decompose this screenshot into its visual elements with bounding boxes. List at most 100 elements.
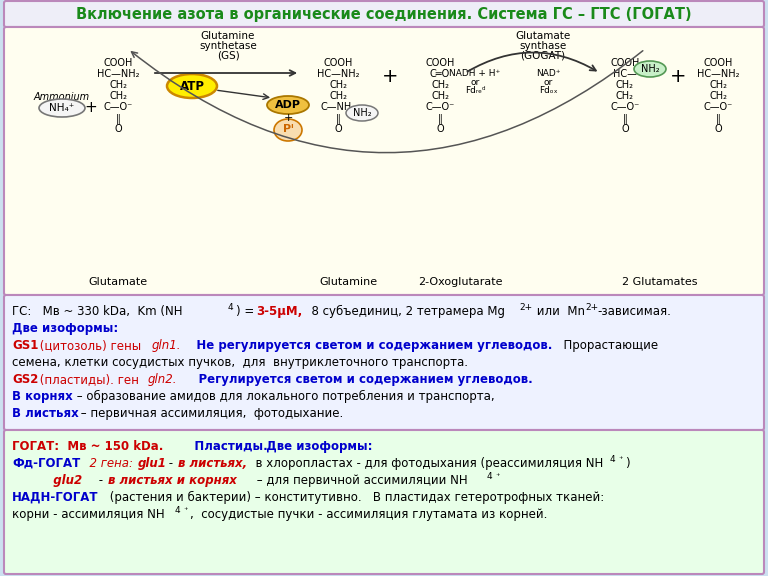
Text: Glutamate: Glutamate	[88, 277, 147, 287]
Text: C—O⁻: C—O⁻	[703, 102, 733, 112]
Text: C—O⁻: C—O⁻	[611, 102, 640, 112]
Text: Не регулируется светом и содержанием углеводов.: Не регулируется светом и содержанием угл…	[184, 339, 552, 352]
Text: GS1: GS1	[12, 339, 38, 352]
Text: ADP: ADP	[275, 100, 301, 110]
Text: ‖: ‖	[623, 113, 627, 123]
Text: 4: 4	[228, 303, 233, 312]
Text: В листьях: В листьях	[12, 407, 79, 420]
Text: ‖: ‖	[115, 113, 121, 123]
Text: -: -	[165, 457, 177, 470]
Text: 4: 4	[610, 455, 616, 464]
Text: CH₂: CH₂	[616, 91, 634, 101]
Text: COOH: COOH	[425, 58, 455, 68]
Text: (пластиды). ген: (пластиды). ген	[36, 373, 143, 386]
Text: НАДН-ГОГАТ: НАДН-ГОГАТ	[12, 491, 98, 504]
Text: ATP: ATP	[180, 79, 204, 93]
FancyBboxPatch shape	[4, 1, 764, 27]
Text: COOH: COOH	[323, 58, 353, 68]
Text: 2+: 2+	[519, 303, 532, 312]
Text: glu1: glu1	[138, 457, 167, 470]
Text: -зависимая.: -зависимая.	[597, 305, 671, 318]
Text: O: O	[621, 124, 629, 134]
Text: GS2: GS2	[12, 373, 38, 386]
Text: +: +	[283, 113, 293, 123]
Text: Fdₒₓ: Fdₒₓ	[538, 86, 558, 95]
Text: ГС:   Мв ~ 330 kDa,  Km (NH: ГС: Мв ~ 330 kDa, Km (NH	[12, 305, 183, 318]
Text: synthetase: synthetase	[199, 41, 257, 51]
Text: ‖: ‖	[438, 113, 442, 123]
Text: ⁺: ⁺	[495, 472, 499, 481]
FancyBboxPatch shape	[4, 27, 764, 295]
Text: Две изоформы:: Две изоформы:	[12, 322, 118, 335]
Text: ): )	[625, 457, 630, 470]
Ellipse shape	[167, 74, 217, 98]
Text: Glutamine: Glutamine	[200, 31, 255, 41]
Text: glu2: glu2	[12, 474, 82, 487]
Text: +: +	[382, 66, 399, 85]
Text: CH₂: CH₂	[329, 80, 347, 90]
Text: в листьях,: в листьях,	[178, 457, 247, 470]
Text: ‖: ‖	[716, 113, 720, 123]
Text: семена, клетки сосудистых пучков,  для  внутриклеточного транспорта.: семена, клетки сосудистых пучков, для вн…	[12, 356, 468, 369]
Text: COOH: COOH	[104, 58, 133, 68]
Text: Прорастающие: Прорастающие	[556, 339, 658, 352]
Text: HC—NH₂: HC—NH₂	[697, 69, 740, 79]
Text: O: O	[334, 124, 342, 134]
Text: Ammonium: Ammonium	[34, 92, 90, 102]
Text: 2-Oxoglutarate: 2-Oxoglutarate	[418, 277, 502, 287]
Text: C—NH₂: C—NH₂	[320, 102, 356, 112]
Text: CH₂: CH₂	[616, 80, 634, 90]
Text: – образование амидов для локального потребления и транспорта,: – образование амидов для локального потр…	[73, 390, 495, 403]
Ellipse shape	[267, 96, 309, 114]
Text: ⁺: ⁺	[183, 506, 187, 515]
Text: (GS): (GS)	[217, 51, 240, 61]
Text: NH₄⁺: NH₄⁺	[49, 103, 74, 113]
Text: ) =: ) =	[236, 305, 258, 318]
Text: ⁺: ⁺	[618, 455, 623, 464]
Text: CH₂: CH₂	[329, 91, 347, 101]
Text: CH₂: CH₂	[709, 80, 727, 90]
Text: (цитозоль) гены: (цитозоль) гены	[36, 339, 145, 352]
Text: Фд-ГОГАТ: Фд-ГОГАТ	[12, 457, 80, 470]
Text: 4: 4	[487, 472, 492, 481]
Text: CH₂: CH₂	[109, 91, 127, 101]
Text: (растения и бактерии) – конститутивно.   В пластидах гетеротрофных тканей:: (растения и бактерии) – конститутивно. В…	[106, 491, 604, 504]
Text: C—O⁻: C—O⁻	[425, 102, 455, 112]
Text: NH₂: NH₂	[641, 64, 659, 74]
Text: ,  сосудистые пучки - ассимиляция глутамата из корней.: , сосудистые пучки - ассимиляция глутама…	[190, 508, 548, 521]
Text: gln2.: gln2.	[148, 373, 177, 386]
FancyBboxPatch shape	[4, 430, 764, 574]
Text: Pᴵ: Pᴵ	[283, 124, 293, 134]
Ellipse shape	[634, 61, 666, 77]
Text: C═O: C═O	[430, 69, 450, 79]
Text: 2 гена:: 2 гена:	[82, 457, 137, 470]
Text: ГОГАТ:  Мв ~ 150 kDa.: ГОГАТ: Мв ~ 150 kDa.	[12, 440, 164, 453]
Text: в хлоропластах - для фотодыхания (реассимиляция NH: в хлоропластах - для фотодыхания (реасси…	[248, 457, 603, 470]
Text: корни - ассимиляция NH: корни - ассимиляция NH	[12, 508, 164, 521]
Text: Glutamate: Glutamate	[515, 31, 571, 41]
FancyBboxPatch shape	[4, 295, 764, 430]
Text: CH₂: CH₂	[109, 80, 127, 90]
Text: NAD⁺: NAD⁺	[536, 69, 560, 78]
Text: – для первичной ассимиляции NH: – для первичной ассимиляции NH	[253, 474, 468, 487]
Text: HC—NH₂: HC—NH₂	[97, 69, 139, 79]
Text: synthase: synthase	[519, 41, 567, 51]
Text: O: O	[114, 124, 122, 134]
Ellipse shape	[274, 119, 302, 141]
Text: Fdᵣₑᵈ: Fdᵣₑᵈ	[465, 86, 485, 95]
Text: Glutamine: Glutamine	[319, 277, 377, 287]
Text: gln1.: gln1.	[152, 339, 181, 352]
Text: -: -	[95, 474, 107, 487]
Text: 8 субъединиц, 2 тетрамера Mg: 8 субъединиц, 2 тетрамера Mg	[304, 305, 505, 318]
Text: Включение азота в органические соединения. Система ГС – ГТС (ГОГАТ): Включение азота в органические соединени…	[76, 6, 692, 21]
Text: Регулируется светом и содержанием углеводов.: Регулируется светом и содержанием углево…	[182, 373, 533, 386]
Text: NH₂: NH₂	[353, 108, 371, 118]
Text: в листьях и корнях: в листьях и корнях	[108, 474, 237, 487]
Text: O: O	[436, 124, 444, 134]
Text: 3-5μM,: 3-5μM,	[256, 305, 303, 318]
Text: or: or	[544, 78, 553, 87]
Text: Пластиды.: Пластиды.	[182, 440, 268, 453]
Text: C—O⁻: C—O⁻	[104, 102, 133, 112]
Text: 2+: 2+	[585, 303, 598, 312]
Ellipse shape	[39, 99, 85, 117]
